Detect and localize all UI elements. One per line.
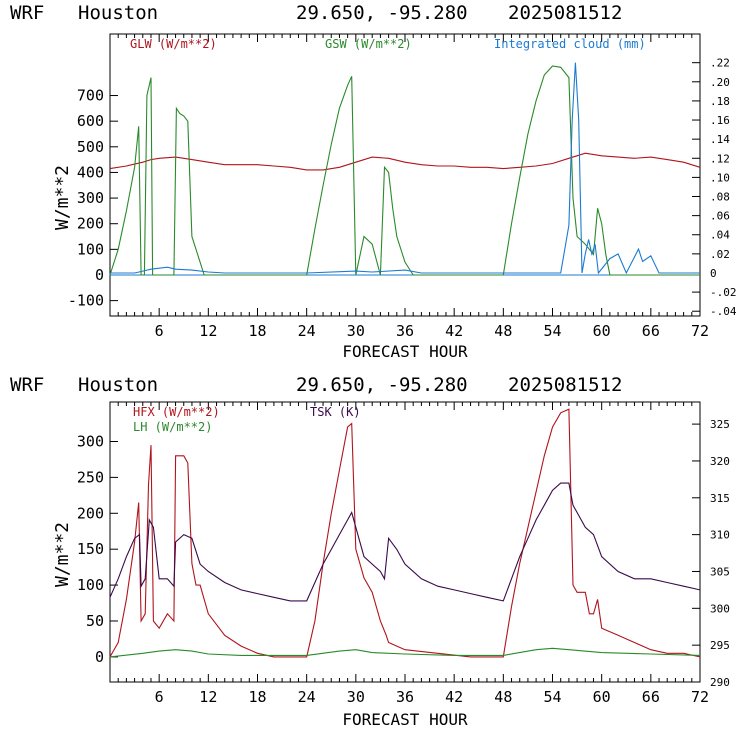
x-tick-label: 66 (642, 322, 660, 340)
y-tick-label: 300 (77, 432, 104, 450)
x-tick-label: 36 (396, 322, 414, 340)
y2-tick-label: .22 (710, 57, 730, 70)
x-tick-label: 30 (347, 322, 365, 340)
x-axis-label: FORECAST HOUR (342, 710, 468, 729)
series-line-integrated (110, 62, 700, 275)
y-tick-label: 50 (86, 612, 104, 630)
legend-gsw: GSW (W/m**2) (325, 37, 412, 51)
legend-lh: LH (W/m**2) (133, 420, 212, 434)
x-tick-label: 48 (494, 688, 512, 706)
y2-tick-label: 295 (710, 639, 730, 652)
y-tick-label: 200 (77, 504, 104, 522)
plot-frame (109, 401, 701, 683)
y-axis-label: W/m**2 (52, 165, 73, 230)
y2-tick-label: .04 (710, 229, 730, 242)
y-tick-label: 300 (77, 189, 104, 207)
header-location: Houston (78, 374, 159, 396)
header-model: WRF (10, 2, 45, 24)
series-line-gsw (109, 65, 700, 276)
plot-frame (109, 33, 701, 317)
series-line-hfx (109, 408, 701, 658)
y-tick-label: 700 (77, 87, 104, 105)
header-model: WRF (10, 374, 45, 396)
y2-tick-label: 310 (710, 529, 730, 542)
y2-tick-label: 300 (710, 602, 730, 615)
chart-panel-radiation: WRF Houston 29.650, -95.280 2025081512 6… (0, 0, 740, 370)
x-tick-label: 60 (593, 688, 611, 706)
x-tick-label: 24 (298, 688, 316, 706)
chart-svg-fluxes: 6 12 18 24 30 36 42 48 54 60 66 72 300 250 200 150 100 50… (52, 401, 730, 729)
chart-svg-radiation: 6 12 18 24 30 36 42 48 54 60 66 72 700 600 500 400 300 20… (52, 33, 737, 361)
y-tick-label: 400 (77, 163, 104, 181)
y2-tick-label: 290 (710, 676, 730, 689)
y-tick-label: 600 (77, 112, 104, 130)
y-tick-label: 0 (95, 266, 104, 284)
series-line-lh (109, 647, 701, 658)
y-tick-label: 100 (77, 240, 104, 258)
header-run: 2025081512 (508, 374, 623, 396)
header-coords: 29.650, -95.280 (296, 2, 468, 24)
header-location: Houston (78, 2, 159, 24)
y2-tick-label: .08 (710, 191, 730, 204)
legend-tsk: TSK (K) (310, 405, 361, 419)
x-tick-label: 54 (543, 322, 561, 340)
legend-hfx: HFX (W/m**2) (133, 405, 220, 419)
legend-cloud: Integrated cloud (mm) (494, 37, 646, 51)
y2-tick-label: 325 (710, 418, 730, 431)
chart-header: WRF Houston 29.650, -95.280 2025081512 (0, 372, 740, 398)
y2-tick-label: .12 (710, 152, 730, 165)
y-tick-label: 0 (95, 648, 104, 666)
y-tick-label: 100 (77, 576, 104, 594)
header-coords: 29.650, -95.280 (296, 374, 468, 396)
y2-tick-label: -.04 (710, 305, 737, 318)
legend-glw: GLW (W/m**2) (130, 37, 217, 51)
y-tick-label: -100 (68, 292, 104, 310)
y-tick-label: 250 (77, 468, 104, 486)
chart-panel-fluxes: WRF Houston 29.650, -95.280 2025081512 6… (0, 372, 740, 742)
y2-tick-label: .14 (710, 133, 730, 146)
x-tick-label: 66 (642, 688, 660, 706)
x-tick-label: 6 (155, 322, 164, 340)
header-run: 2025081512 (508, 2, 623, 24)
x-axis-label: FORECAST HOUR (342, 342, 468, 361)
x-tick-label: 72 (691, 322, 709, 340)
x-tick-label: 12 (199, 322, 217, 340)
y2-tick-label: .06 (710, 210, 730, 223)
x-tick-label: 24 (298, 322, 316, 340)
x-tick-label: 18 (248, 688, 266, 706)
chart-header: WRF Houston 29.650, -95.280 2025081512 (0, 0, 740, 26)
x-tick-label: 36 (396, 688, 414, 706)
y2-tick-label: 315 (710, 492, 730, 505)
y2-tick-label: .16 (710, 114, 730, 127)
x-tick-label: 42 (445, 688, 463, 706)
x-tick-label: 54 (543, 688, 561, 706)
x-tick-label: 60 (593, 322, 611, 340)
y-axis-label: W/m**2 (52, 522, 73, 587)
x-tick-label: 6 (155, 688, 164, 706)
x-tick-label: 30 (347, 688, 365, 706)
y2-tick-label: .20 (710, 76, 730, 89)
y2-tick-label: 305 (710, 565, 730, 578)
y2-tick-label: 320 (710, 455, 730, 468)
x-tick-label: 48 (494, 322, 512, 340)
x-tick-label: 42 (445, 322, 463, 340)
x-tick-label: 72 (691, 688, 709, 706)
y-tick-label: 150 (77, 540, 104, 558)
y2-tick-label: .02 (710, 248, 730, 261)
y2-tick-label: 0 (710, 267, 717, 280)
y-tick-label: 500 (77, 138, 104, 156)
x-tick-label: 12 (199, 688, 217, 706)
y2-tick-label: .10 (710, 171, 730, 184)
series-line-glw (109, 152, 701, 171)
y2-tick-label: -.02 (710, 286, 737, 299)
y2-tick-label: .18 (710, 95, 730, 108)
series-line-tsk (109, 482, 701, 602)
x-tick-label: 18 (248, 322, 266, 340)
y-tick-label: 200 (77, 215, 104, 233)
